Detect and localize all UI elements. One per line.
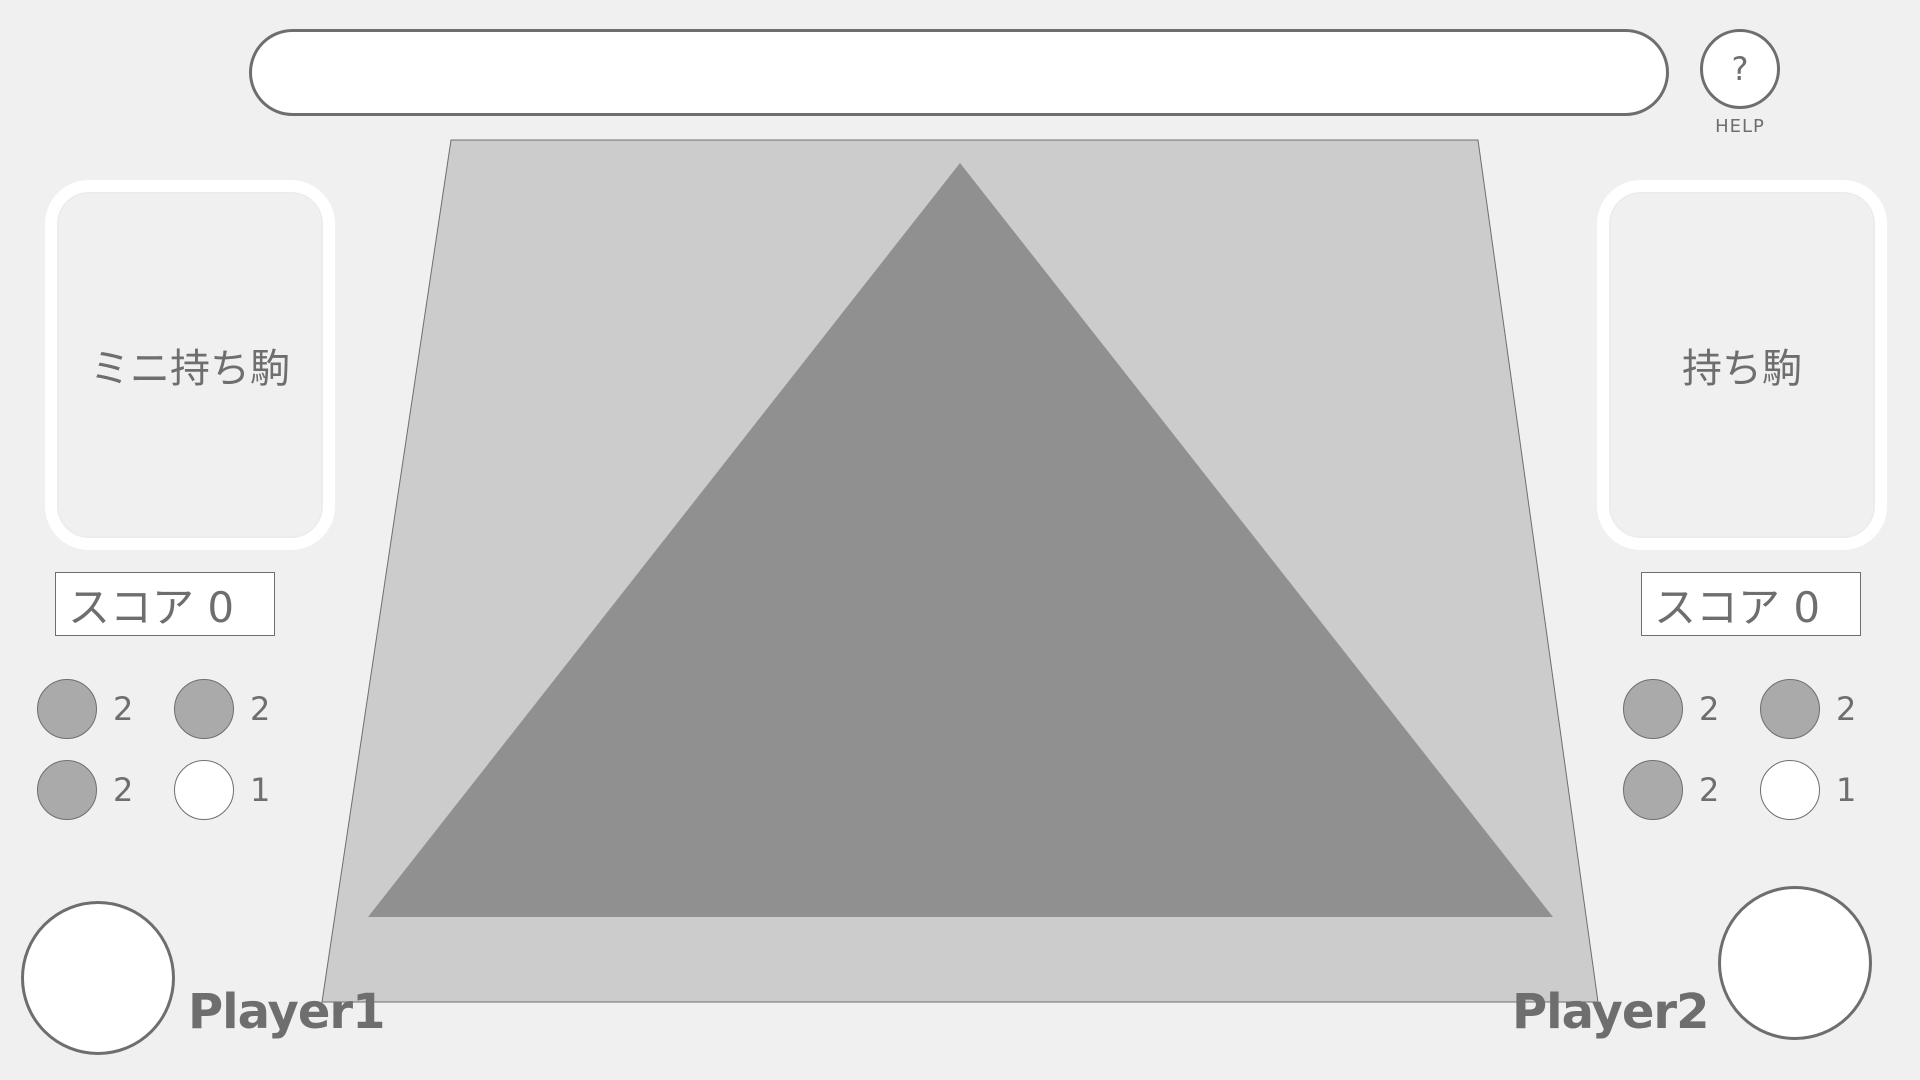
piece-stock-player1: 2 1	[37, 760, 290, 820]
score-box-player1: スコア 0	[55, 572, 275, 636]
piece-icon[interactable]	[174, 679, 234, 739]
piece-stock-player2: 2 2	[1623, 679, 1876, 739]
piece-count: 2	[1699, 690, 1720, 728]
piece-icon[interactable]	[1623, 679, 1683, 739]
question-mark-icon: ?	[1731, 50, 1749, 88]
hand-area-player2[interactable]: 持ち駒	[1597, 180, 1887, 550]
piece-count: 2	[113, 690, 134, 728]
piece-count: 2	[1699, 771, 1720, 809]
player-name-player1: Player1	[188, 984, 385, 1040]
piece-stock-player1: 2 2	[37, 679, 290, 739]
piece-count: 1	[250, 771, 271, 809]
piece-icon[interactable]	[1760, 679, 1820, 739]
piece-stock-player2: 2 1	[1623, 760, 1876, 820]
piece-icon[interactable]	[1760, 760, 1820, 820]
piece-icon[interactable]	[1623, 760, 1683, 820]
hand-label-player2: 持ち駒	[1682, 346, 1802, 392]
help-button[interactable]: ?	[1700, 29, 1780, 109]
hand-label-player1: ミニ持ち駒	[90, 346, 290, 392]
avatar-player2	[1718, 886, 1872, 1040]
piece-count: 2	[250, 690, 271, 728]
avatar-player1	[21, 901, 175, 1055]
piece-icon[interactable]	[37, 760, 97, 820]
piece-icon[interactable]	[37, 679, 97, 739]
piece-icon[interactable]	[174, 760, 234, 820]
hand-area-player1[interactable]: ミニ持ち駒	[45, 180, 335, 550]
player-name-player2: Player2	[1512, 984, 1709, 1040]
piece-count: 2	[1836, 690, 1857, 728]
score-text-player2: スコア 0	[1654, 582, 1821, 632]
piece-count: 2	[113, 771, 134, 809]
board-triangle[interactable]	[368, 163, 1553, 917]
score-box-player2: スコア 0	[1641, 572, 1861, 636]
message-bar	[249, 29, 1669, 116]
help-label: HELP	[1715, 116, 1765, 137]
score-text-player1: スコア 0	[68, 582, 235, 632]
piece-count: 1	[1836, 771, 1857, 809]
